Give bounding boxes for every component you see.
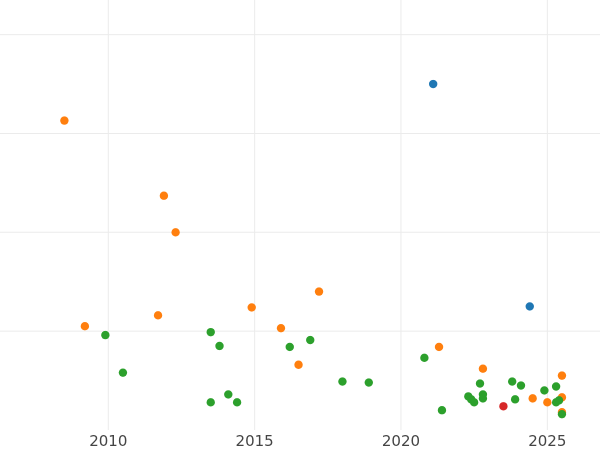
data-point-s2-19 bbox=[507, 377, 517, 386]
data-point-s2-5 bbox=[224, 390, 233, 399]
y-gridlines bbox=[0, 34, 600, 332]
x-tick-label: 2020 bbox=[382, 432, 420, 450]
data-point-s1-13 bbox=[557, 371, 567, 380]
data-point-s3-0 bbox=[499, 402, 508, 411]
data-point-s1-1 bbox=[80, 322, 90, 331]
data-point-s1-10 bbox=[478, 364, 488, 373]
x-tick-label: 2025 bbox=[528, 432, 566, 450]
data-point-s2-21 bbox=[516, 381, 526, 390]
data-point-s2-0 bbox=[101, 330, 110, 340]
data-point-s2-8 bbox=[306, 335, 315, 345]
data-point-s2-15 bbox=[469, 398, 479, 407]
data-point-s2-11 bbox=[420, 353, 429, 363]
data-point-s2-23 bbox=[551, 382, 561, 391]
data-point-s1-7 bbox=[294, 360, 303, 369]
data-point-s2-25 bbox=[554, 396, 564, 405]
data-point-s2-3 bbox=[215, 341, 224, 351]
data-point-s1-4 bbox=[171, 228, 180, 237]
data-point-s1-9 bbox=[434, 342, 444, 352]
data-point-s2-12 bbox=[437, 406, 447, 415]
data-point-s2-10 bbox=[364, 378, 373, 387]
data-point-s2-4 bbox=[206, 398, 215, 407]
data-point-s2-2 bbox=[206, 327, 215, 337]
data-point-s1-8 bbox=[314, 287, 324, 296]
data-point-s2-16 bbox=[475, 379, 485, 388]
data-point-s1-5 bbox=[247, 303, 256, 312]
data-point-s0-0 bbox=[428, 79, 438, 89]
data-point-s1-11 bbox=[528, 394, 537, 403]
data-point-s2-20 bbox=[510, 395, 520, 404]
data-point-s2-22 bbox=[540, 386, 549, 395]
data-point-s1-0 bbox=[60, 116, 69, 125]
data-point-s0-1 bbox=[525, 302, 534, 311]
data-point-s1-2 bbox=[153, 311, 163, 320]
data-point-s2-9 bbox=[338, 377, 347, 386]
data-point-s2-1 bbox=[118, 368, 128, 377]
data-point-s1-3 bbox=[159, 191, 169, 200]
x-gridlines bbox=[107, 0, 548, 430]
x-tick-label: 2015 bbox=[236, 432, 274, 450]
data-point-s2-18 bbox=[478, 394, 488, 403]
data-point-s1-12 bbox=[543, 398, 552, 407]
data-points bbox=[60, 79, 567, 419]
data-point-s2-6 bbox=[232, 398, 242, 407]
x-axis-tick-labels: 2010 2015 2020 2025 bbox=[89, 432, 566, 450]
data-point-s2-7 bbox=[285, 342, 294, 352]
data-point-s2-26 bbox=[557, 409, 567, 419]
x-tick-label: 2010 bbox=[89, 432, 127, 450]
data-point-s1-6 bbox=[276, 323, 286, 333]
